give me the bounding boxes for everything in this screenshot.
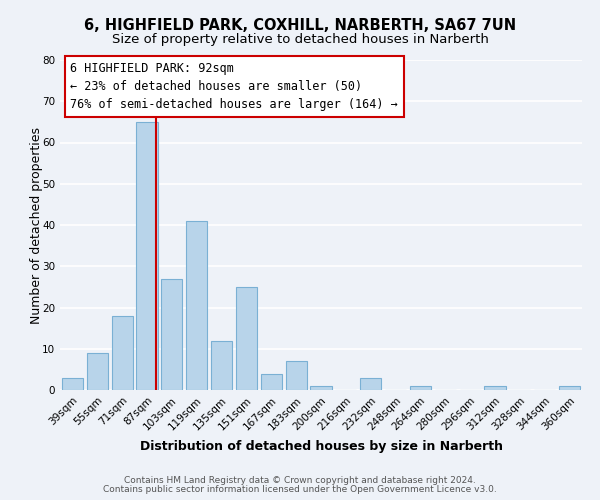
Bar [410, 386, 431, 390]
Text: 6, HIGHFIELD PARK, COXHILL, NARBERTH, SA67 7UN: 6, HIGHFIELD PARK, COXHILL, NARBERTH, SA… [84, 18, 516, 32]
Bar [484, 386, 506, 390]
Y-axis label: Number of detached properties: Number of detached properties [30, 126, 43, 324]
X-axis label: Distribution of detached houses by size in Narberth: Distribution of detached houses by size … [139, 440, 503, 453]
Bar [186, 221, 207, 390]
Text: Size of property relative to detached houses in Narberth: Size of property relative to detached ho… [112, 32, 488, 46]
Bar [211, 340, 232, 390]
Bar [360, 378, 381, 390]
Text: Contains HM Land Registry data © Crown copyright and database right 2024.: Contains HM Land Registry data © Crown c… [124, 476, 476, 485]
Bar [87, 353, 108, 390]
Bar [286, 361, 307, 390]
Bar [161, 278, 182, 390]
Bar [136, 122, 158, 390]
Bar [559, 386, 580, 390]
Bar [62, 378, 83, 390]
Bar [310, 386, 332, 390]
Text: 6 HIGHFIELD PARK: 92sqm
← 23% of detached houses are smaller (50)
76% of semi-de: 6 HIGHFIELD PARK: 92sqm ← 23% of detache… [70, 62, 398, 110]
Text: Contains public sector information licensed under the Open Government Licence v3: Contains public sector information licen… [103, 485, 497, 494]
Bar [112, 316, 133, 390]
Bar [236, 287, 257, 390]
Bar [261, 374, 282, 390]
